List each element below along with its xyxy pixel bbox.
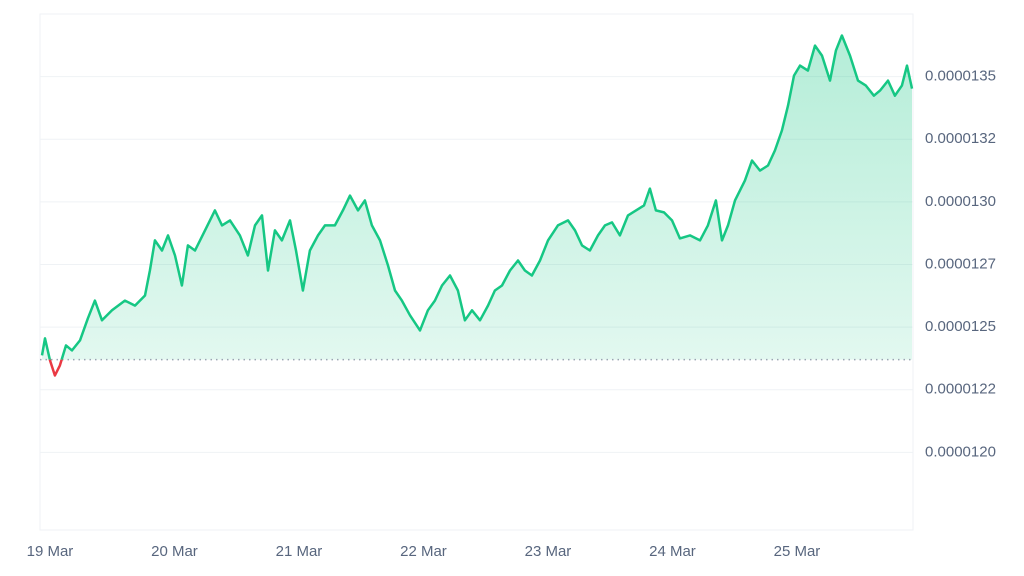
x-tick-label: 23 Mar	[525, 543, 572, 560]
x-tick-label: 19 Mar	[27, 543, 74, 560]
y-tick-label: 0.0000120	[925, 443, 996, 460]
price-line	[40, 34, 914, 360]
y-tick-label: 0.0000132	[925, 130, 996, 147]
y-tick-label: 0.0000130	[925, 193, 996, 210]
plot-frame	[39, 13, 914, 531]
y-tick-label: 0.0000122	[925, 381, 996, 398]
y-tick-label: 0.0000135	[925, 68, 996, 85]
x-tick-label: 20 Mar	[151, 543, 198, 560]
y-tick-label: 0.0000125	[925, 318, 996, 335]
x-tick-label: 21 Mar	[276, 543, 323, 560]
x-tick-label: 22 Mar	[400, 543, 447, 560]
price-area	[41, 35, 913, 360]
x-tick-label: 25 Mar	[774, 543, 821, 560]
x-tick-label: 24 Mar	[649, 543, 696, 560]
y-tick-label: 0.0000127	[925, 255, 996, 272]
